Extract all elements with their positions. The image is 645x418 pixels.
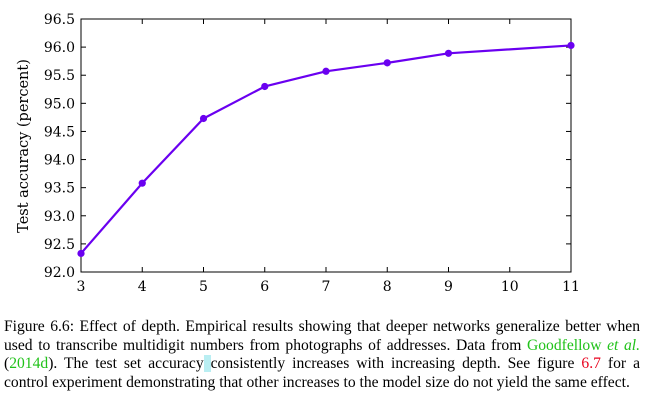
x-tick-label: 9 [444,279,453,295]
y-tick-label: 94.5 [44,124,75,140]
series-line [80,44,572,255]
x-tick-label: 8 [383,279,392,295]
text-highlight [203,355,211,373]
data-point [444,49,453,57]
y-axis-label: Test accuracy (percent) [16,59,32,233]
y-tick-label: 92.5 [44,237,75,253]
x-tick-label: 6 [260,279,269,295]
y-tick-label: 92.0 [44,265,75,281]
x-tick-label: 3 [77,279,86,295]
data-point [261,82,269,91]
x-tick-label: 10 [501,279,519,295]
caption-citation-paren: ( [4,355,10,373]
chart: 3 4 5 6 7 8 9 10 11 92.0 92.5 93.0 93.5 94.0 94.5 95.0 9… [16,12,580,295]
citation-author-link[interactable]: Goodfellow [526,336,602,354]
x-tick-label: 4 [138,279,147,295]
x-tick-label: 11 [562,279,580,295]
y-tick-label: 96.5 [44,12,75,28]
y-tick-label: 95.0 [44,96,75,112]
data-point [567,41,575,50]
x-tick-label: 7 [322,279,331,295]
citation-etal-link[interactable]: et al. [607,336,640,354]
figure-caption: Figure 6.6: Effect of depth. Empirical r… [4,318,640,392]
data-point [199,114,208,123]
y-tick-label: 94.0 [44,153,75,169]
caption-text-4: for a control experiment demonstrating t… [4,355,640,391]
plot-area-border [80,18,572,273]
y-tick-label: 93.5 [44,181,75,197]
caption-text-2: ). The test set accuracy [48,355,204,373]
line-chart: 3 4 5 6 7 8 9 10 11 92.0 92.5 93.0 93.5 94.0 94.5 95.0 9… [16,12,580,295]
figure-ref-link[interactable]: 6.7 [581,355,601,373]
caption-text-1: Figure 6.6: Effect of depth. Empirical r… [4,318,640,354]
citation-year-link[interactable]: 2014d [9,355,49,373]
data-point [138,179,146,187]
caption-text-3: consistently increases with increasing d… [210,355,582,373]
y-tick-label: 93.0 [44,209,75,225]
y-tick-label: 96.0 [44,40,75,56]
x-tick-label: 5 [199,279,208,295]
y-tick-label: 95.5 [44,68,75,84]
data-point [77,249,85,258]
data-point [322,67,330,75]
data-point [383,59,391,67]
